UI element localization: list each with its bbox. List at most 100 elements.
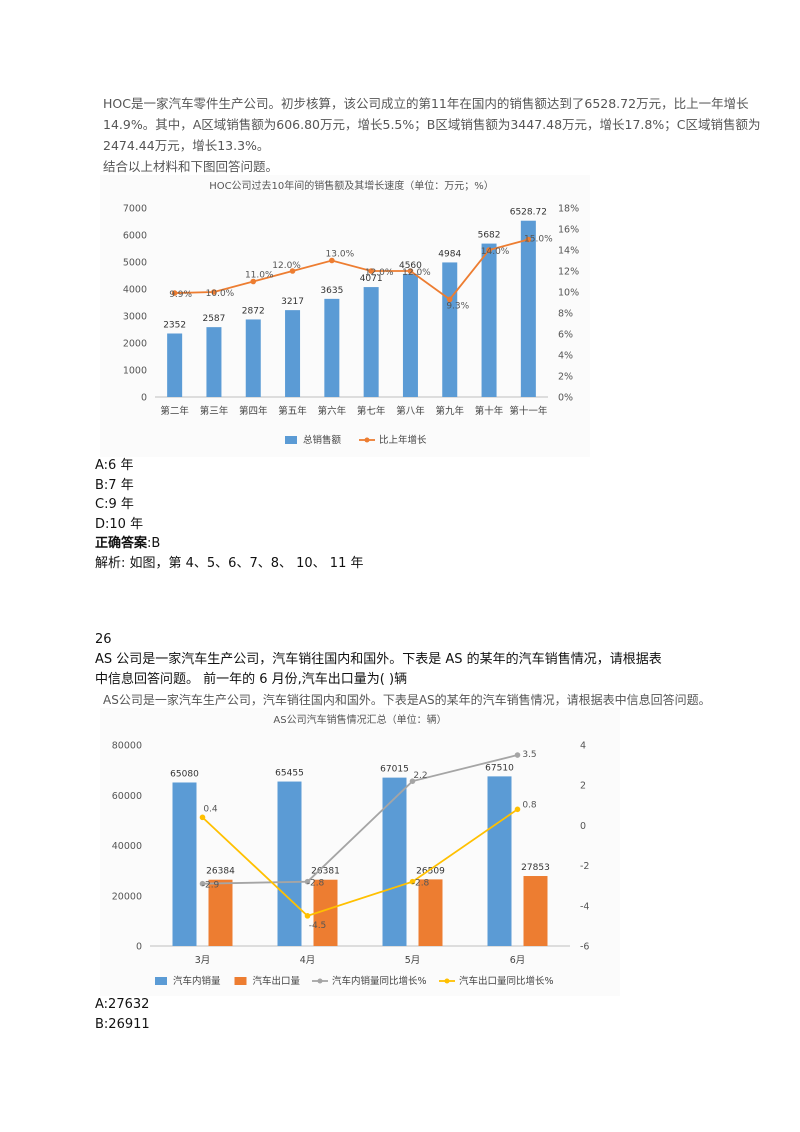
y2-tick-label: 2% <box>558 372 573 383</box>
bar-value-label: 4071 <box>360 274 383 284</box>
x-tick-label: 第三年 <box>200 405 229 417</box>
line-point <box>250 278 257 285</box>
bar-value-label: 27853 <box>521 863 550 873</box>
q25-option-d[interactable]: D:10 年 <box>95 516 144 532</box>
bar-value-label: 4560 <box>399 261 422 271</box>
bar-value-label: 65455 <box>275 769 304 779</box>
bar-value-label: 2587 <box>202 314 225 324</box>
q26-question: AS 公司是一家汽车生产公司，汽车销往国内和国外。下表是 AS 的某年的汽车销售… <box>95 650 715 689</box>
x-tick-label: 第二年 <box>160 405 189 417</box>
q25-passage-line: 2474.44万元，增长13.3%。 <box>103 138 270 153</box>
bar <box>206 327 222 397</box>
x-tick-label: 第十一年 <box>509 405 548 417</box>
y-tick-label: 60000 <box>112 791 142 802</box>
bar-value-label: 67510 <box>485 763 514 773</box>
line-value-label: 14.0% <box>481 247 510 257</box>
line-point <box>304 913 311 919</box>
bar <box>382 777 407 946</box>
q26-option-a[interactable]: A:27632 <box>95 997 150 1012</box>
line-value-label: 10.0% <box>206 289 235 299</box>
y-tick-label: 2000 <box>123 339 147 350</box>
y-tick-label: 40000 <box>112 841 142 852</box>
bar <box>277 781 302 946</box>
q25-passage-line: 结合以上材料和下图回答问题。 <box>103 159 279 174</box>
line-point <box>329 257 335 264</box>
line-value-label: 0.8 <box>522 800 537 810</box>
x-tick-label: 第六年 <box>318 405 347 417</box>
bar-value-label: 26509 <box>416 866 445 876</box>
x-tick-label: 3月 <box>195 955 211 966</box>
y-tick-label: 20000 <box>112 891 142 902</box>
bar-value-label: 3217 <box>281 297 304 307</box>
series-line <box>174 238 529 301</box>
as-chart-figure: AS公司汽车销售情况汇总（单位：辆） 80000 60000 40000 20000 0 4… <box>100 708 620 996</box>
q26-option-b[interactable]: B:26911 <box>95 1016 150 1032</box>
y2-tick-label: 14% <box>558 246 579 257</box>
q25-option-c[interactable]: C:9 年 <box>95 497 134 512</box>
line-point <box>525 236 532 243</box>
line-value-label: 12.0% <box>365 268 394 278</box>
bar-value-label: 6528.72 <box>510 208 547 218</box>
legend-label: 比上年增长 <box>379 434 427 446</box>
y2-tick-label: 16% <box>558 225 579 236</box>
line-value-label: -2.9 <box>202 881 220 891</box>
legend-label: 汽车出口量同比增长% <box>459 975 554 987</box>
y-tick-label: 5000 <box>123 258 147 269</box>
y2-tick-label: 4 <box>580 741 586 752</box>
q25-passage-line: HOC是一家汽车零件生产公司。初步核算，该公司成立的第11年在国内的销售额达到了… <box>103 96 749 111</box>
q25-options: A:6 年 B:7 年 C:9 年 D:10 年 正确答案:B 解析: 如图，第… <box>95 456 363 573</box>
line-value-label: 3.5 <box>522 750 536 760</box>
x-tick-label: 第十年 <box>475 405 504 417</box>
y2-tick-label: 4% <box>558 351 573 362</box>
hoc-sales-chart: HOC公司过去10年间的销售额及其增长速度（单位：万元；%） 7000 6000 50… <box>123 179 579 446</box>
bar <box>418 879 443 946</box>
hoc-chart-figure: HOC公司过去10年间的销售额及其增长速度（单位：万元；%） 7000 6000 50… <box>100 175 590 457</box>
q25-analysis: 解析: 如图，第 4、5、6、7、8、 10、 11 年 <box>95 555 364 571</box>
line-point <box>199 814 206 821</box>
q25-option-a[interactable]: A:6 年 <box>95 458 134 473</box>
bar-value-label: 65080 <box>170 769 199 779</box>
q25-option-b[interactable]: B:7 年 <box>95 477 134 493</box>
bar-value-label: 26384 <box>206 867 235 877</box>
line-point <box>199 880 206 887</box>
line-value-label: 12.0% <box>272 261 301 271</box>
line-point <box>171 290 178 296</box>
bar <box>481 243 497 397</box>
line-point <box>407 268 414 274</box>
legend-label: 总销售额 <box>303 434 342 446</box>
y-tick-label: 6000 <box>123 231 147 242</box>
line-value-label: -2.8 <box>307 879 325 889</box>
bar <box>172 782 197 946</box>
line-value-label: -2.8 <box>412 879 430 889</box>
line-point <box>304 878 311 885</box>
q25-passage: HOC是一家汽车零件生产公司。初步核算，该公司成立的第11年在国内的销售额达到了… <box>103 93 761 177</box>
y2-tick-label: 2 <box>580 781 586 792</box>
y-tick-label: 0 <box>141 393 147 404</box>
line-point <box>446 296 453 303</box>
y2-tick-label: 12% <box>558 267 579 278</box>
legend-swatch <box>234 977 247 985</box>
legend-label: 汽车出口量 <box>253 975 301 987</box>
y-tick-label: 3000 <box>123 312 147 323</box>
q25-passage-line: 14.9%。其中，A区域销售额为606.80万元，增长5.5%；B区域销售额为3… <box>103 117 761 132</box>
line-value-label: 9.3% <box>446 301 469 311</box>
x-tick-label: 第九年 <box>435 405 464 417</box>
legend-swatch <box>285 436 297 444</box>
legend-swatch-dot <box>444 978 450 984</box>
answer-value: :B <box>147 536 161 551</box>
line-value-label: 15.0% <box>524 235 553 245</box>
q25-answer: 正确答案:B <box>95 534 363 554</box>
bar <box>363 287 379 397</box>
bar <box>245 319 261 397</box>
line-point <box>368 268 374 274</box>
bar <box>442 262 458 397</box>
y-tick-label: 0 <box>136 942 142 953</box>
x-tick-label: 第八年 <box>396 405 425 417</box>
q26-number: 26 <box>95 632 112 647</box>
y-tick-label: 80000 <box>112 741 142 752</box>
bar-value-label: 2352 <box>163 320 186 330</box>
x-tick-label: 5月 <box>405 955 421 966</box>
legend-label: 汽车内销量 <box>173 975 221 987</box>
bar <box>285 310 301 397</box>
line-point <box>514 752 521 758</box>
